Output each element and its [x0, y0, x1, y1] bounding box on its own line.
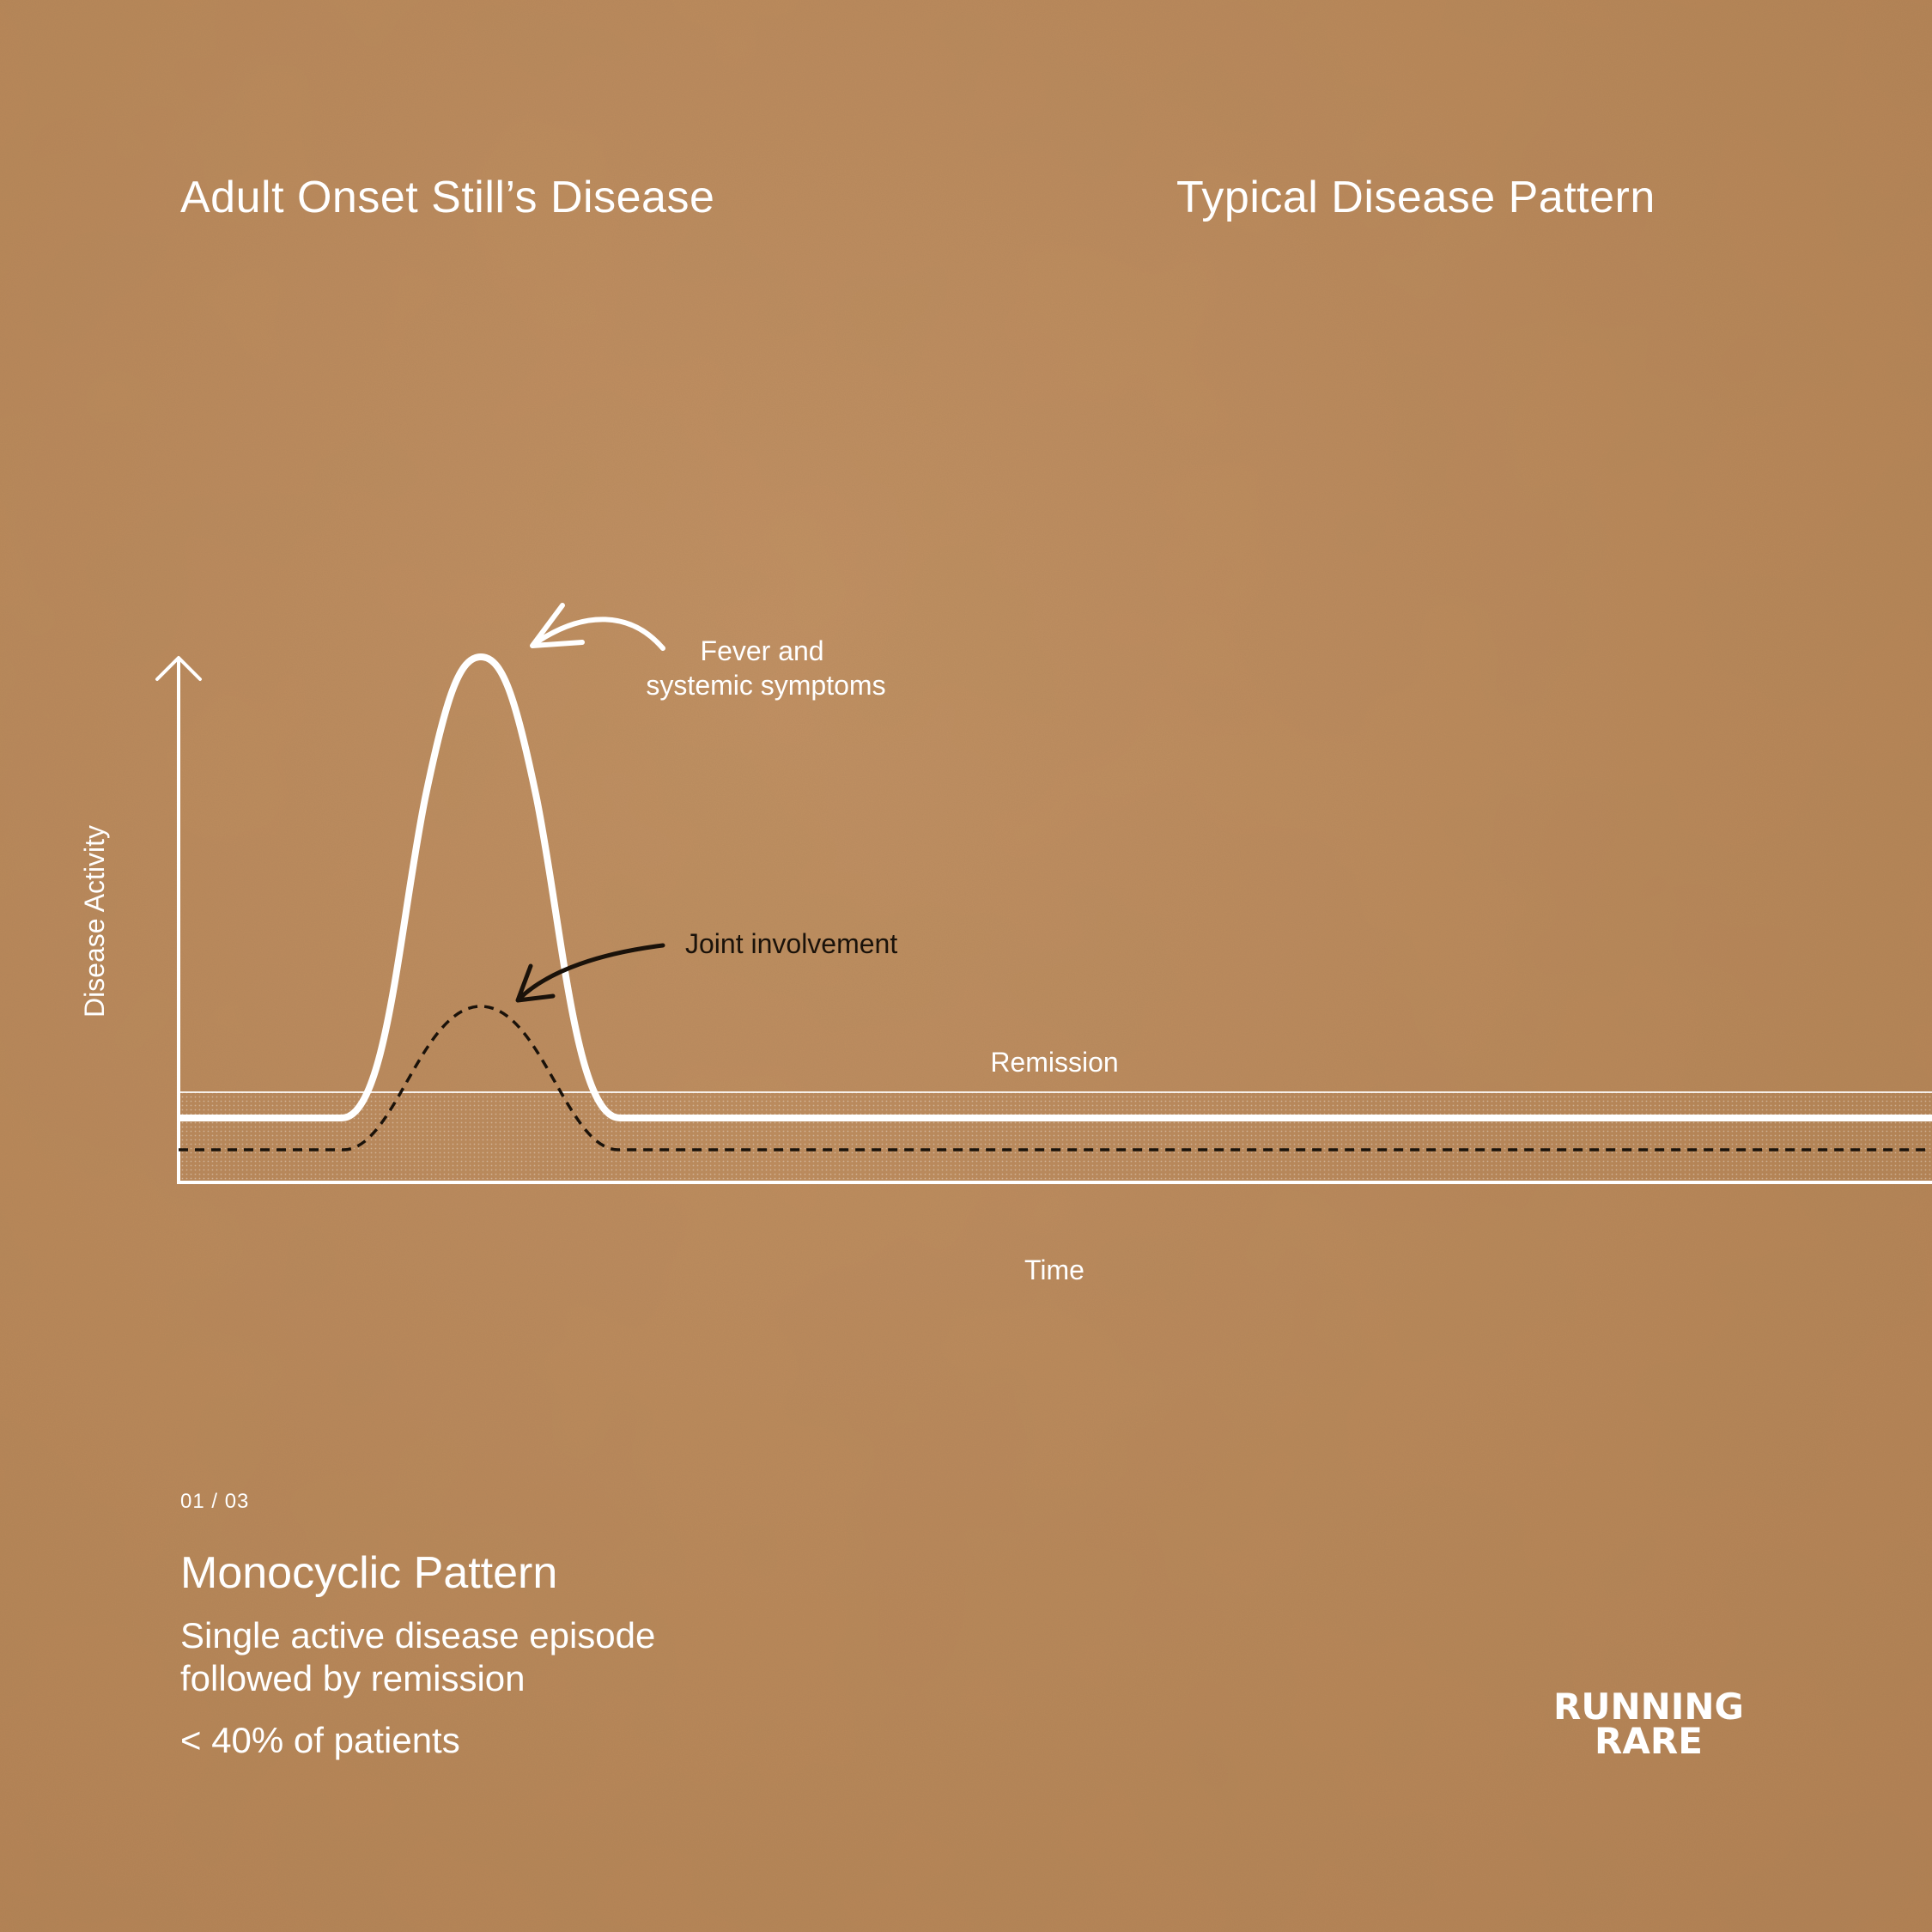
pattern-statistic: < 40% of patients [180, 1720, 460, 1760]
joint-involvement-curve [179, 1005, 1932, 1151]
brand-logo-line-2: RARE [1595, 1720, 1703, 1762]
page-title: Adult Onset Still’s Disease [180, 173, 715, 222]
fever-systemic-curve [179, 653, 1932, 1121]
page-subtitle: Typical Disease Pattern [1176, 173, 1656, 222]
fever-annotation-label: Fever and systemic symptoms [646, 635, 885, 701]
remission-band [179, 1091, 1932, 1182]
y-axis-label: Disease Activity [79, 825, 110, 1018]
y-axis [155, 656, 202, 1182]
x-axis-label: Time [1024, 1255, 1084, 1285]
fever-annotation-line-1: Fever and [701, 635, 824, 666]
brand-logo-line-1: RUNNING [1553, 1686, 1744, 1728]
page-indicator: 01 / 03 [180, 1490, 250, 1513]
pattern-title: Monocyclic Pattern [180, 1548, 558, 1598]
pattern-description: Single active disease episode followed b… [180, 1614, 953, 1700]
fever-annotation-line-2: systemic symptoms [646, 670, 885, 701]
fever-annotation-arrow [530, 603, 665, 651]
pattern-description-line-2: followed by remission [180, 1658, 526, 1698]
brand-logo: RUNNING RARE [1520, 1686, 1777, 1762]
pattern-description-line-1: Single active disease episode [180, 1615, 656, 1656]
joint-annotation-label: Joint involvement [685, 928, 897, 959]
joint-annotation-arrow [515, 943, 665, 1003]
remission-label: Remission [990, 1047, 1118, 1078]
